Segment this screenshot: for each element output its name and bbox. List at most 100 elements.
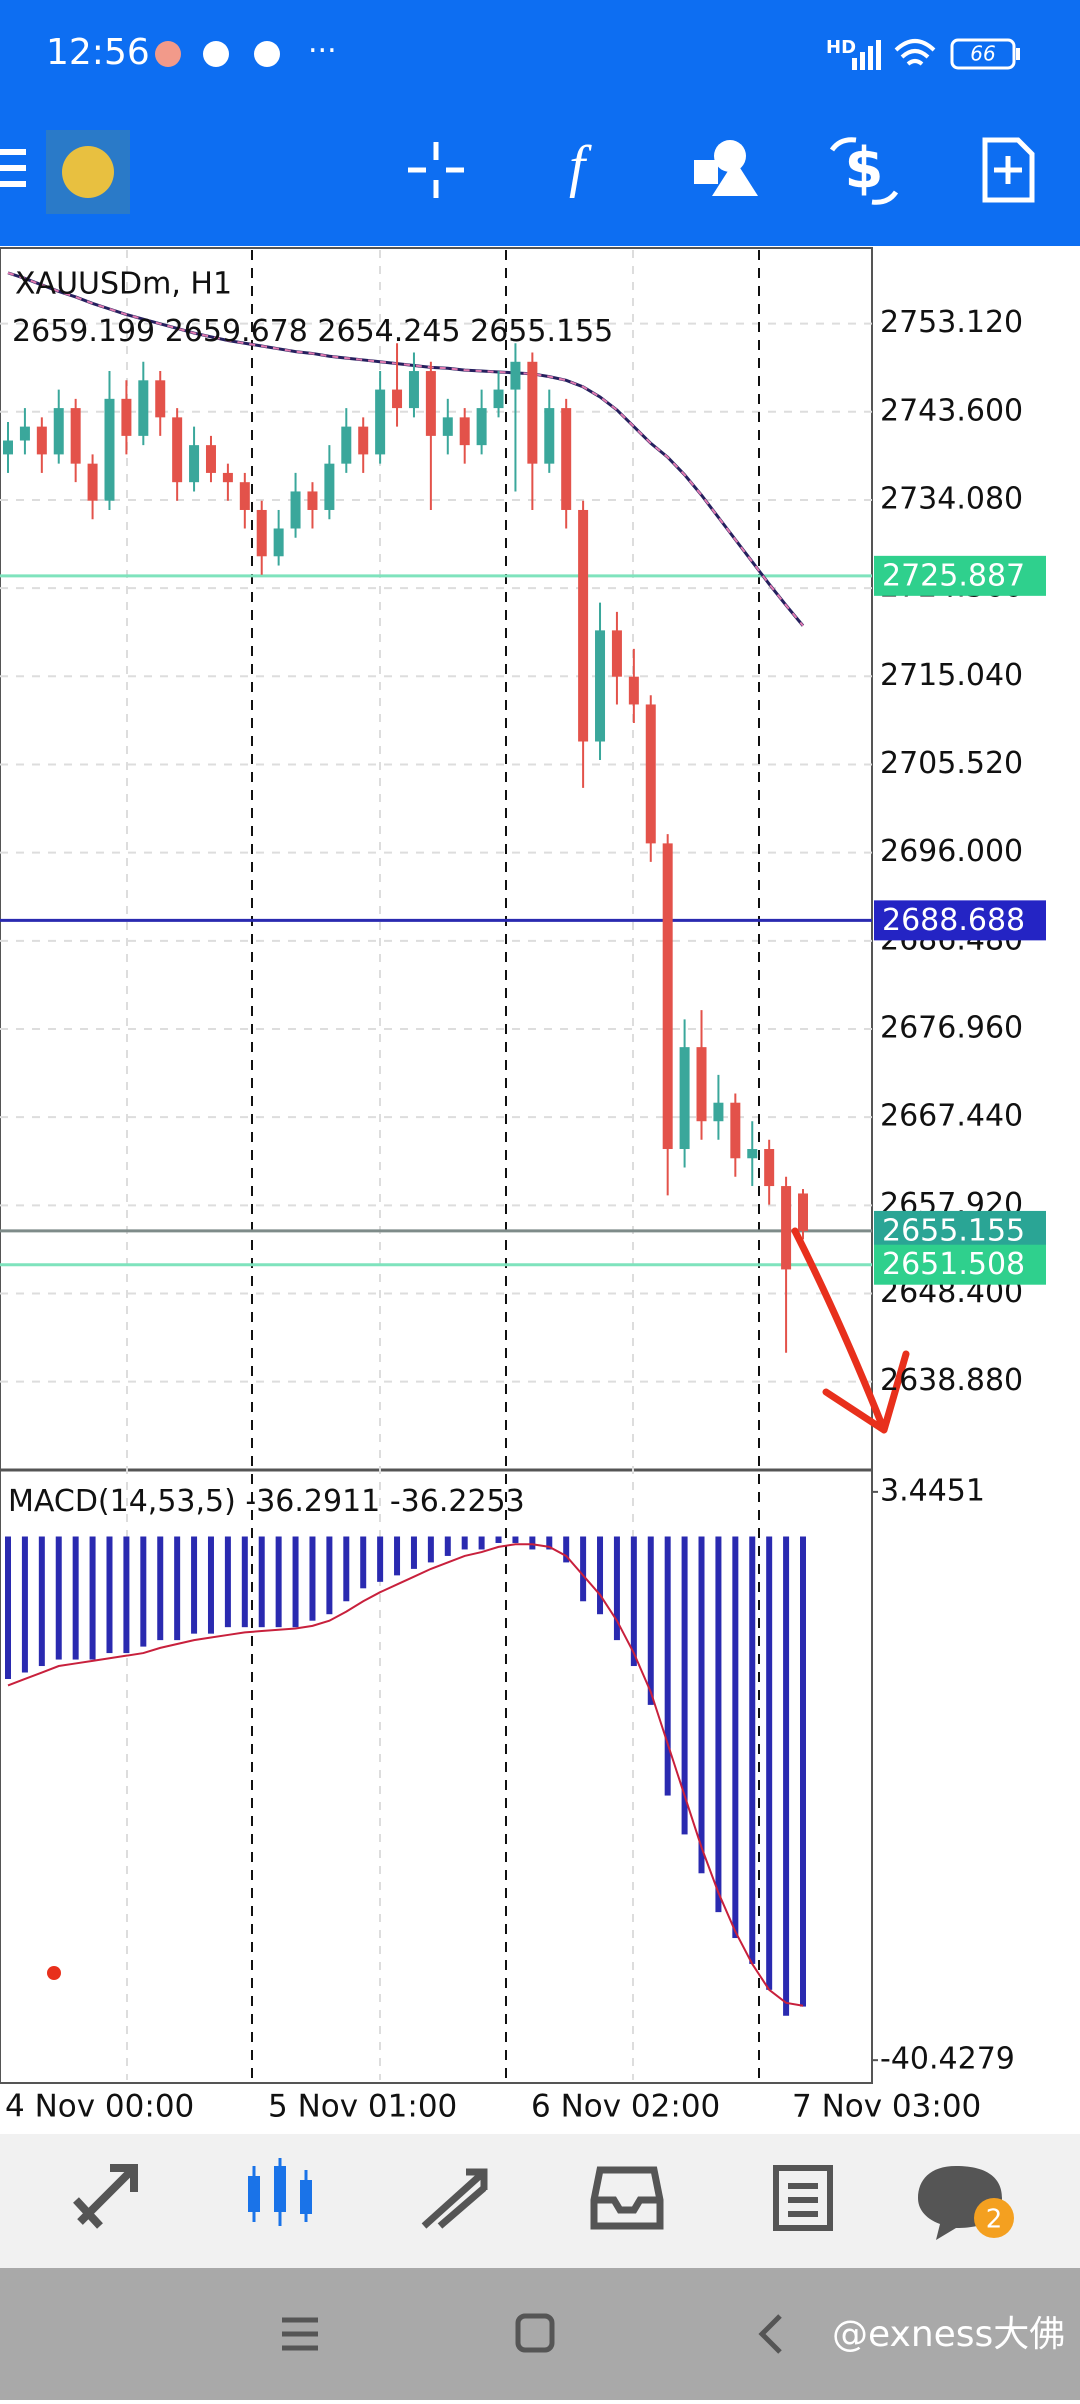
bottom-nav bbox=[0, 2134, 1080, 2268]
crosshair-button[interactable] bbox=[408, 142, 464, 198]
macd-bar bbox=[647, 1536, 654, 1705]
macd-bar bbox=[106, 1536, 113, 1654]
macd-bar bbox=[749, 1536, 756, 1964]
price-tag-label: 2725.887 bbox=[882, 558, 1025, 593]
y-tick-label: 2676.960 bbox=[880, 1010, 1023, 1045]
macd-tick-label: 3.4451 bbox=[880, 1473, 985, 1508]
candle-body bbox=[578, 509, 589, 742]
home-button[interactable] bbox=[515, 2313, 555, 2353]
candle-body bbox=[442, 417, 453, 436]
x-tick-label: 4 Nov 00:00 bbox=[5, 2089, 194, 2125]
macd-bar bbox=[766, 1536, 773, 1990]
candle-body bbox=[53, 408, 64, 455]
drawn-arrow bbox=[791, 1227, 910, 1434]
macd-bar bbox=[783, 1536, 790, 2016]
trade-arrows bbox=[829, 137, 899, 205]
badge-count: 2 bbox=[986, 2205, 1003, 2235]
macd-bar bbox=[5, 1536, 11, 1679]
quotes-tab[interactable] bbox=[73, 2164, 138, 2229]
candle-body bbox=[172, 417, 183, 483]
y-tick-label: 2696.000 bbox=[880, 834, 1023, 869]
macd-bar bbox=[140, 1536, 147, 1647]
macd-bar bbox=[698, 1536, 705, 1874]
chart-tab[interactable] bbox=[248, 2158, 312, 2226]
trade-tab[interactable] bbox=[421, 2168, 488, 2229]
candle-body bbox=[375, 389, 386, 455]
macd-bar bbox=[664, 1536, 671, 1796]
candle-body bbox=[747, 1149, 758, 1159]
candle-body bbox=[138, 380, 149, 436]
candle-body bbox=[358, 426, 369, 455]
price-tag bbox=[874, 900, 1046, 941]
history-tab[interactable] bbox=[590, 2166, 664, 2230]
macd-bar bbox=[55, 1536, 62, 1660]
candle-body bbox=[222, 472, 233, 483]
candle-body bbox=[510, 361, 521, 390]
candle-body bbox=[341, 426, 352, 464]
macd-bar bbox=[394, 1536, 401, 1576]
macd-bar bbox=[21, 1536, 28, 1673]
candle-body bbox=[408, 371, 419, 409]
macd-bar bbox=[427, 1536, 434, 1563]
macd-bar bbox=[241, 1536, 248, 1628]
macd-bar bbox=[597, 1536, 604, 1615]
high-value: 2659.678 bbox=[165, 314, 308, 349]
y-tick-label: 2715.040 bbox=[880, 658, 1023, 693]
candle-body bbox=[595, 630, 606, 742]
macd-signal bbox=[7, 1543, 804, 2007]
macd-bar bbox=[478, 1536, 485, 1550]
messages-tab[interactable]: 2 bbox=[918, 2166, 1014, 2240]
news-tab[interactable] bbox=[773, 2165, 833, 2231]
candle-body bbox=[205, 445, 216, 473]
price-tag-label: 2688.688 bbox=[882, 903, 1025, 938]
macd-bar bbox=[326, 1536, 333, 1615]
price-tag-label: 2655.155 bbox=[882, 1213, 1025, 1248]
macd-bar bbox=[546, 1536, 553, 1550]
macd-bar bbox=[258, 1536, 265, 1628]
candle-body bbox=[798, 1193, 808, 1231]
signal-icon bbox=[852, 40, 881, 70]
macd-bar bbox=[207, 1536, 214, 1634]
macd-bar bbox=[800, 1536, 806, 2007]
battery-tip bbox=[1016, 48, 1020, 60]
candle-body bbox=[239, 482, 250, 510]
symbol-label: XAUUSDm, H1 bbox=[15, 267, 232, 302]
macd-bar bbox=[732, 1536, 739, 1939]
candle-body bbox=[544, 408, 555, 464]
candle-body bbox=[273, 528, 284, 557]
candle-body bbox=[290, 491, 301, 529]
trade-button[interactable]: $ bbox=[829, 136, 899, 205]
back-button[interactable] bbox=[758, 2314, 782, 2354]
network-type: HD bbox=[826, 37, 856, 58]
macd-value: -36.2911 bbox=[245, 1484, 380, 1519]
candle-body bbox=[104, 398, 115, 501]
menu-button[interactable] bbox=[0, 149, 26, 187]
recents-button[interactable] bbox=[282, 2317, 318, 2351]
macd-bar bbox=[123, 1536, 130, 1654]
macd-bar bbox=[613, 1536, 620, 1641]
candle-body bbox=[189, 445, 200, 483]
new-order-button[interactable] bbox=[982, 137, 1035, 203]
battery-icon bbox=[950, 38, 1016, 70]
candle-body bbox=[425, 371, 436, 436]
macd-tick-label: -40.4279 bbox=[880, 2042, 1015, 2077]
y-tick-label: 2705.520 bbox=[880, 746, 1023, 781]
macd-bar bbox=[191, 1536, 198, 1634]
open-value: 2659.199 bbox=[12, 314, 155, 349]
candle-body bbox=[713, 1102, 724, 1122]
macd-bar bbox=[38, 1536, 45, 1667]
candle-body bbox=[679, 1047, 690, 1150]
candle-body bbox=[730, 1102, 741, 1159]
macd-bar bbox=[343, 1536, 350, 1602]
macd-bar bbox=[563, 1536, 570, 1563]
macd-bar bbox=[89, 1536, 96, 1660]
trade-icon: $ bbox=[845, 136, 884, 201]
objects-button[interactable] bbox=[694, 140, 758, 196]
marker-dot bbox=[47, 1966, 61, 1980]
macd-label: MACD(14,53,5) bbox=[8, 1484, 236, 1519]
candle-body bbox=[87, 463, 98, 501]
more-notifications: ··· bbox=[308, 34, 337, 69]
macd-bar bbox=[715, 1536, 722, 1913]
clock: 12:56 bbox=[46, 32, 150, 73]
battery-level: 66 bbox=[970, 42, 995, 66]
